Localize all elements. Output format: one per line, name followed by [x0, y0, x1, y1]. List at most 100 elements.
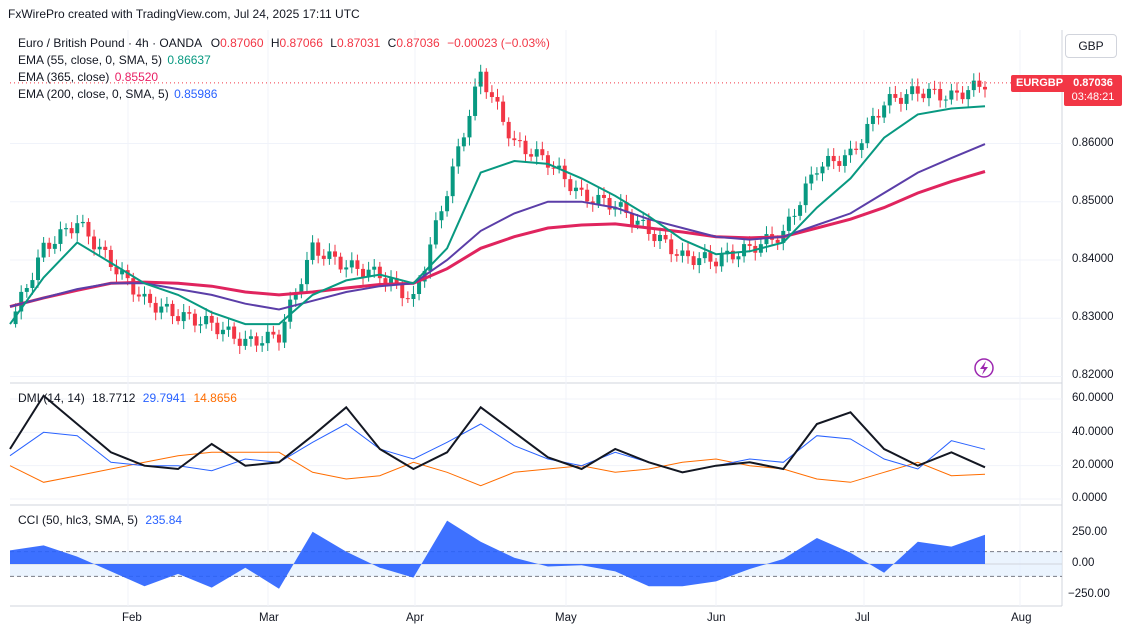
- candle-body: [506, 121, 511, 139]
- candle-body: [730, 250, 735, 260]
- time-axis-label: Apr: [406, 612, 424, 624]
- ema365-legend[interactable]: EMA (365, close) 0.85520: [18, 70, 158, 84]
- candle-body: [545, 155, 550, 168]
- dmi-axis-tick: 60.0000: [1072, 392, 1114, 404]
- ema55-legend[interactable]: EMA (55, close, 0, SMA, 5) 0.86637: [18, 53, 211, 67]
- candle-body: [456, 146, 461, 167]
- candle-body: [97, 246, 102, 250]
- lightning-icon[interactable]: [974, 358, 994, 378]
- candle-body: [400, 283, 405, 299]
- candle-body: [187, 312, 192, 314]
- candle-body: [450, 166, 455, 197]
- candle-body: [809, 174, 814, 184]
- candle-body: [389, 278, 394, 285]
- candle-body: [47, 242, 52, 249]
- candle-body: [585, 189, 590, 202]
- candle-body: [831, 155, 836, 162]
- candle-body: [64, 228, 69, 230]
- dmi-minus-line: [9, 451, 986, 487]
- candle-body: [361, 268, 366, 278]
- candle-body: [103, 246, 108, 250]
- candle-body: [181, 312, 186, 322]
- price-axis-tick: 0.86000: [1072, 137, 1114, 149]
- ohlc-close-label: C: [387, 36, 397, 50]
- candle-body: [265, 331, 270, 344]
- candle-body: [691, 256, 696, 266]
- candle-body: [209, 315, 214, 323]
- ohlc-open: 0.87060: [220, 36, 264, 50]
- candle-body: [954, 90, 959, 93]
- cci-legend[interactable]: CCI (50, hlc3, SMA, 5) 235.84: [18, 513, 182, 527]
- cci-area: [10, 520, 985, 589]
- candle-body: [983, 86, 987, 90]
- candle-body: [58, 229, 63, 244]
- candle-body: [276, 334, 281, 343]
- dmi-legend[interactable]: DMI (14, 14) 18.7712 29.7941 14.8656: [18, 391, 237, 405]
- candle-body: [736, 256, 741, 260]
- ohlc-high-label: H: [270, 36, 280, 50]
- symbol-badge: EURGBP: [1011, 75, 1069, 92]
- dmi-adx-line: [9, 394, 986, 474]
- candle-body: [971, 80, 976, 91]
- candle-body: [674, 254, 679, 256]
- dmi-axis-tick: 0.0000: [1072, 492, 1108, 504]
- candle-body: [136, 294, 141, 297]
- candle-body: [349, 260, 354, 268]
- candle-body: [428, 244, 433, 271]
- time-axis-label: Feb: [122, 612, 142, 624]
- ema365-label: EMA (365, close): [18, 70, 110, 84]
- candle-body: [814, 173, 819, 175]
- candle-body: [803, 183, 808, 206]
- candle-body: [697, 258, 702, 266]
- candle-body: [882, 105, 887, 118]
- cci-axis-tick: 0.00: [1072, 557, 1095, 569]
- candle-body: [573, 187, 578, 192]
- candle-body: [288, 299, 293, 322]
- candle-body: [910, 86, 915, 95]
- time-axis-label: Aug: [1011, 612, 1032, 624]
- candle-body: [344, 267, 349, 270]
- watermark-text: FxWirePro created with TradingView.com, …: [8, 7, 360, 21]
- candle-body: [405, 298, 410, 300]
- candle-body: [394, 278, 399, 284]
- candle-body: [523, 140, 528, 155]
- price-axis-tick: 0.82000: [1072, 369, 1114, 381]
- candle-body: [904, 94, 909, 104]
- candle-body: [377, 266, 382, 279]
- candle-body: [333, 251, 337, 257]
- candle-body: [24, 287, 29, 292]
- candle-body: [898, 97, 903, 104]
- candle-body: [80, 221, 85, 224]
- symbol-legend[interactable]: Euro / British Pound · 4h · OANDA O0.870…: [18, 36, 550, 50]
- ema200-label: EMA (200, close, 0, SMA, 5): [18, 87, 169, 101]
- ohlc-low-label: L: [330, 36, 337, 50]
- candle-body: [618, 202, 623, 207]
- candle-body: [338, 256, 343, 270]
- candle-body: [854, 148, 859, 150]
- ohlc-open-label: O: [210, 36, 221, 50]
- time-axis-label: Mar: [259, 612, 279, 624]
- candle-body: [551, 167, 556, 169]
- candle-body: [562, 165, 567, 180]
- candle-body: [596, 194, 601, 204]
- candle-body: [260, 343, 265, 346]
- candle-body: [512, 138, 517, 141]
- candle-body: [826, 155, 831, 167]
- candle-body: [517, 140, 522, 142]
- candle-body: [949, 90, 954, 100]
- dmi-axis-tick: 20.0000: [1072, 459, 1114, 471]
- candle-body: [893, 94, 898, 98]
- candle-body: [411, 294, 416, 300]
- ema365-line: [9, 170, 986, 309]
- candle-body: [629, 213, 634, 225]
- candle-body: [652, 233, 657, 242]
- candle-body: [848, 148, 853, 156]
- currency-button[interactable]: GBP: [1065, 34, 1117, 58]
- candle-body: [215, 322, 220, 335]
- candle-body: [192, 313, 197, 326]
- candle-body: [540, 149, 545, 156]
- candle-body: [282, 321, 287, 343]
- ema200-legend[interactable]: EMA (200, close, 0, SMA, 5) 0.85986: [18, 87, 217, 101]
- candle-body: [686, 250, 691, 257]
